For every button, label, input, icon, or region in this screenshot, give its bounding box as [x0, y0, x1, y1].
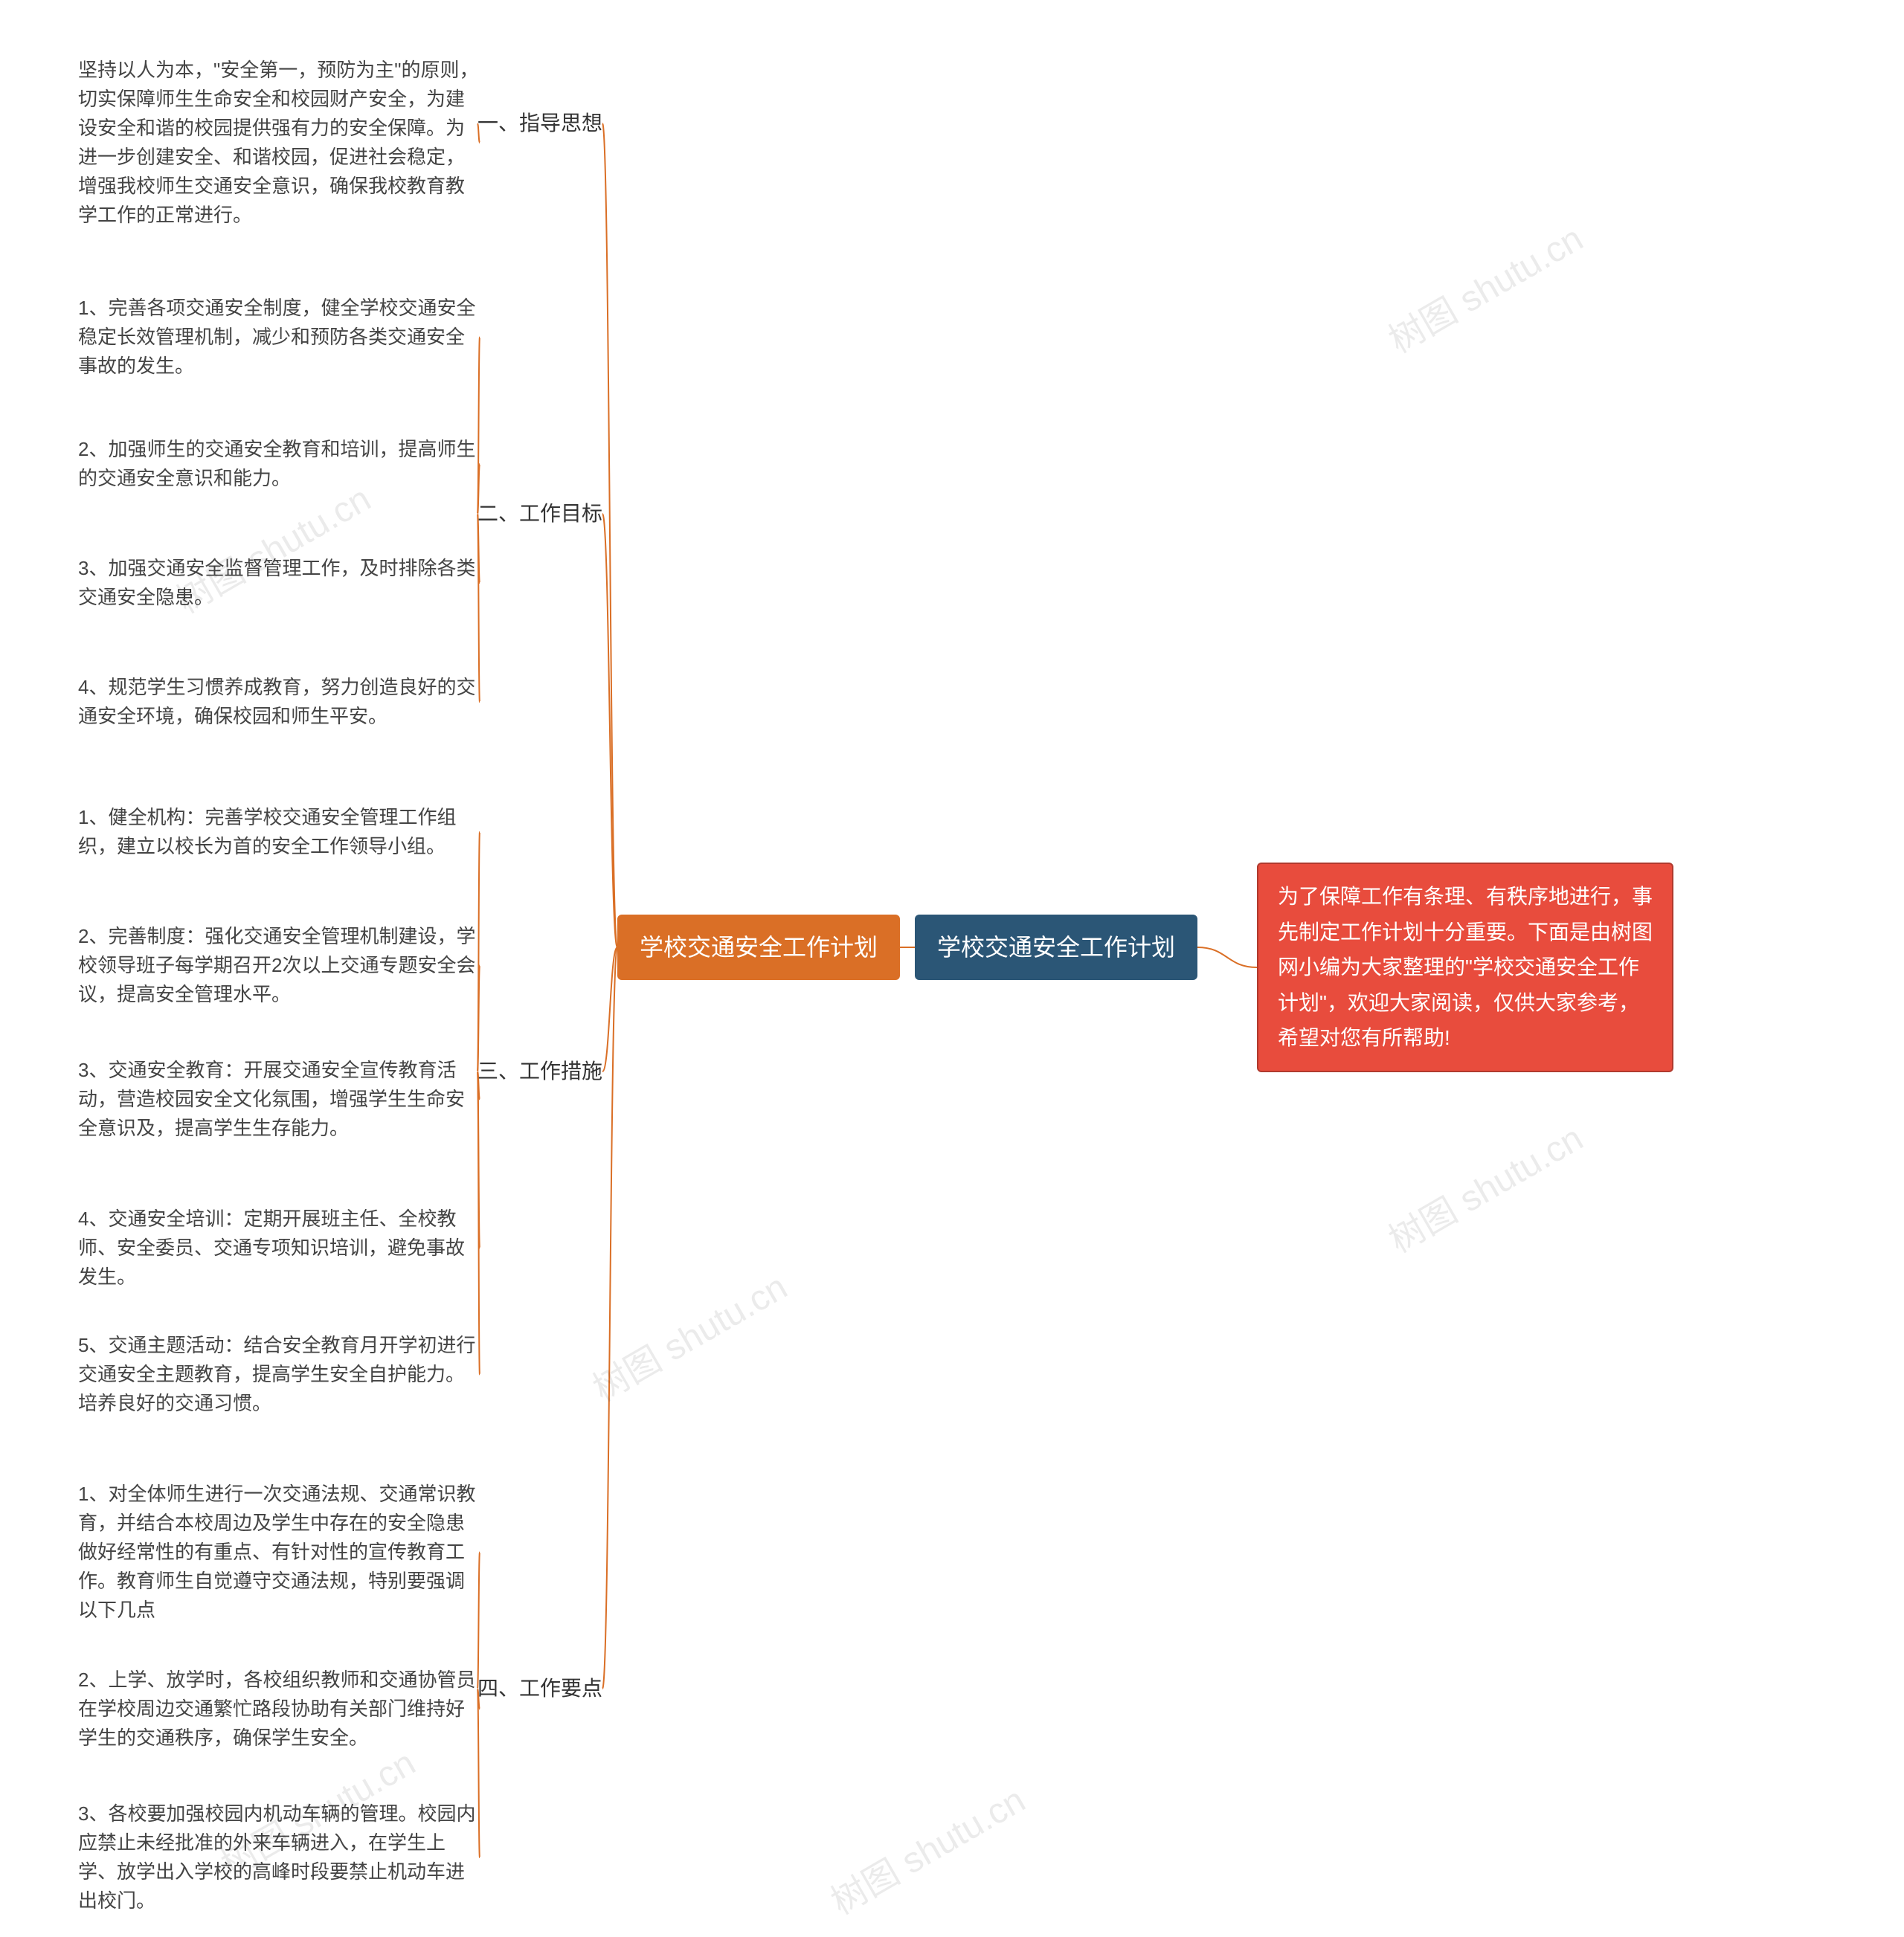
section-label-text: 二、工作目标 [477, 502, 602, 525]
leaf-node: 2、加强师生的交通安全教育和培训，提高师生的交通安全意识和能力。 [78, 435, 480, 493]
connector-path [602, 514, 617, 947]
leaf-text: 3、加强交通安全监督管理工作，及时排除各类交通安全隐患。 [78, 557, 475, 608]
leaf-node: 1、健全机构：完善学校交通安全管理工作组织，建立以校长为首的安全工作领导小组。 [78, 803, 480, 861]
description-node: 为了保障工作有条理、有秩序地进行，事先制定工作计划十分重要。下面是由树图网小编为… [1257, 863, 1673, 1072]
connector-path [602, 947, 617, 1071]
leaf-text: 4、交通安全培训：定期开展班主任、全校教师、安全委员、交通专项知识培训，避免事故… [78, 1208, 465, 1288]
leaf-text: 3、交通安全教育：开展交通安全宣传教育活动，营造校园安全文化氛围，增强学生生命安… [78, 1059, 465, 1139]
leaf-node: 1、对全体师生进行一次交通法规、交通常识教育，并结合本校周边及学生中存在的安全隐… [78, 1480, 480, 1625]
watermark: 树图 shutu.cn [1377, 210, 1591, 363]
watermark: 树图 shutu.cn [820, 1771, 1033, 1924]
title-node: 学校交通安全工作计划 [915, 915, 1197, 980]
leaf-node: 4、交通安全培训：定期开展班主任、全校教师、安全委员、交通专项知识培训，避免事故… [78, 1205, 480, 1292]
description-text: 为了保障工作有条理、有秩序地进行，事先制定工作计划十分重要。下面是由树图网小编为… [1278, 885, 1653, 1049]
leaf-text: 坚持以人为本，"安全第一，预防为主"的原则，切实保障师生生命安全和校园财产安全，… [78, 59, 478, 226]
root-node: 学校交通安全工作计划 [617, 915, 900, 980]
section-label-text: 三、工作措施 [477, 1060, 602, 1083]
watermark-text: 树图 shutu.cn [1383, 1118, 1589, 1260]
root-text: 学校交通安全工作计划 [640, 934, 878, 961]
leaf-text: 1、完善各项交通安全制度，健全学校交通安全稳定长效管理机制，减少和预防各类交通安… [78, 297, 475, 377]
section-label: 一、指导思想 [477, 108, 602, 139]
section-label: 二、工作目标 [477, 498, 602, 529]
leaf-node: 3、加强交通安全监督管理工作，及时排除各类交通安全隐患。 [78, 554, 480, 612]
leaf-text: 1、对全体师生进行一次交通法规、交通常识教育，并结合本校周边及学生中存在的安全隐… [78, 1483, 475, 1621]
watermark: 树图 shutu.cn [1377, 1109, 1591, 1263]
leaf-text: 2、加强师生的交通安全教育和培训，提高师生的交通安全意识和能力。 [78, 438, 475, 489]
leaf-text: 2、完善制度：强化交通安全管理机制建设，学校领导班子每学期召开2次以上交通专题安… [78, 925, 475, 1005]
section-label-text: 一、指导思想 [477, 112, 602, 135]
leaf-node: 坚持以人为本，"安全第一，预防为主"的原则，切实保障师生生命安全和校园财产安全，… [78, 56, 480, 230]
leaf-text: 5、交通主题活动：结合安全教育月开学初进行交通安全主题教育，提高学生安全自护能力… [78, 1334, 475, 1414]
section-label: 三、工作措施 [477, 1056, 602, 1087]
leaf-text: 4、规范学生习惯养成教育，努力创造良好的交通安全环境，确保校园和师生平安。 [78, 676, 475, 727]
leaf-node: 2、上学、放学时，各校组织教师和交通协管员在学校周边交通繁忙路段协助有关部门维持… [78, 1666, 480, 1753]
section-label: 四、工作要点 [477, 1673, 602, 1704]
leaf-node: 3、各校要加强校园内机动车辆的管理。校园内应禁止未经批准的外来车辆进入，在学生上… [78, 1799, 480, 1915]
connector-path [602, 123, 617, 947]
leaf-text: 3、各校要加强校园内机动车辆的管理。校园内应禁止未经批准的外来车辆进入，在学生上… [78, 1802, 475, 1912]
section-label-text: 四、工作要点 [477, 1677, 602, 1700]
leaf-node: 2、完善制度：强化交通安全管理机制建设，学校领导班子每学期召开2次以上交通专题安… [78, 922, 480, 1009]
connector-path [1197, 947, 1257, 967]
leaf-text: 2、上学、放学时，各校组织教师和交通协管员在学校周边交通繁忙路段协助有关部门维持… [78, 1669, 475, 1749]
leaf-node: 4、规范学生习惯养成教育，努力创造良好的交通安全环境，确保校园和师生平安。 [78, 673, 480, 731]
watermark-text: 树图 shutu.cn [825, 1780, 1032, 1922]
leaf-node: 3、交通安全教育：开展交通安全宣传教育活动，营造校园安全文化氛围，增强学生生命安… [78, 1056, 480, 1143]
connector-path [602, 947, 617, 1689]
watermark-text: 树图 shutu.cn [587, 1267, 794, 1409]
leaf-node: 5、交通主题活动：结合安全教育月开学初进行交通安全主题教育，提高学生安全自护能力… [78, 1331, 480, 1418]
watermark: 树图 shutu.cn [582, 1258, 795, 1411]
leaf-text: 1、健全机构：完善学校交通安全管理工作组织，建立以校长为首的安全工作领导小组。 [78, 806, 456, 857]
leaf-node: 1、完善各项交通安全制度，健全学校交通安全稳定长效管理机制，减少和预防各类交通安… [78, 294, 480, 381]
watermark-text: 树图 shutu.cn [1383, 219, 1589, 361]
title-text: 学校交通安全工作计划 [937, 934, 1175, 961]
